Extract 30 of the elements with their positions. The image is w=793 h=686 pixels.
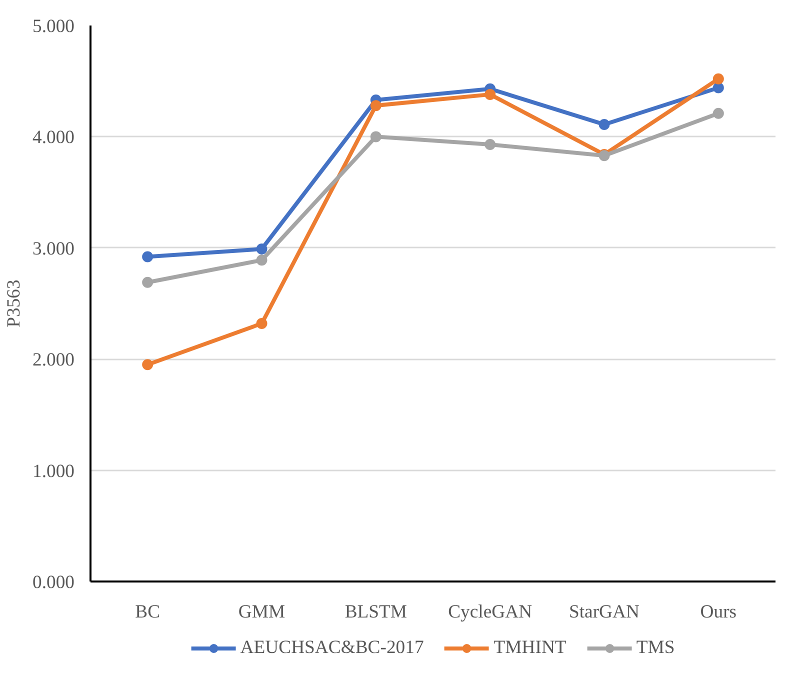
y-tick-label: 5.000 <box>32 16 75 37</box>
point <box>256 244 268 254</box>
point <box>484 88 496 100</box>
point <box>370 100 382 112</box>
x-tick-label: StarGAN <box>569 602 640 622</box>
x-tick-label: BLSTM <box>344 602 408 622</box>
point <box>142 251 154 262</box>
y-axis-title: P3563 <box>4 280 25 328</box>
point <box>598 118 610 130</box>
point <box>142 276 154 288</box>
legend-label: AEUCHSAC&BC-2017 <box>240 636 424 658</box>
point <box>712 108 724 119</box>
y-tick-label: 4.000 <box>32 127 75 148</box>
y-tick-label: 1.000 <box>32 460 75 482</box>
y-tick-label: 0.000 <box>32 572 75 593</box>
point <box>142 359 154 370</box>
x-tick-label: GMM <box>238 602 286 622</box>
point <box>484 138 496 150</box>
point <box>256 318 268 330</box>
legend-label: TMHINT <box>494 636 566 658</box>
y-tick-label: 2.000 <box>32 350 75 371</box>
x-tick-label: Ours <box>700 602 737 622</box>
point <box>712 73 724 84</box>
x-tick-label: CycleGAN <box>448 602 533 622</box>
point <box>712 82 724 94</box>
point <box>256 254 268 266</box>
point <box>370 131 382 142</box>
legend-label: TMS <box>636 636 675 658</box>
y-tick-label: 3.000 <box>32 238 75 260</box>
x-tick-label: BC <box>135 602 160 622</box>
